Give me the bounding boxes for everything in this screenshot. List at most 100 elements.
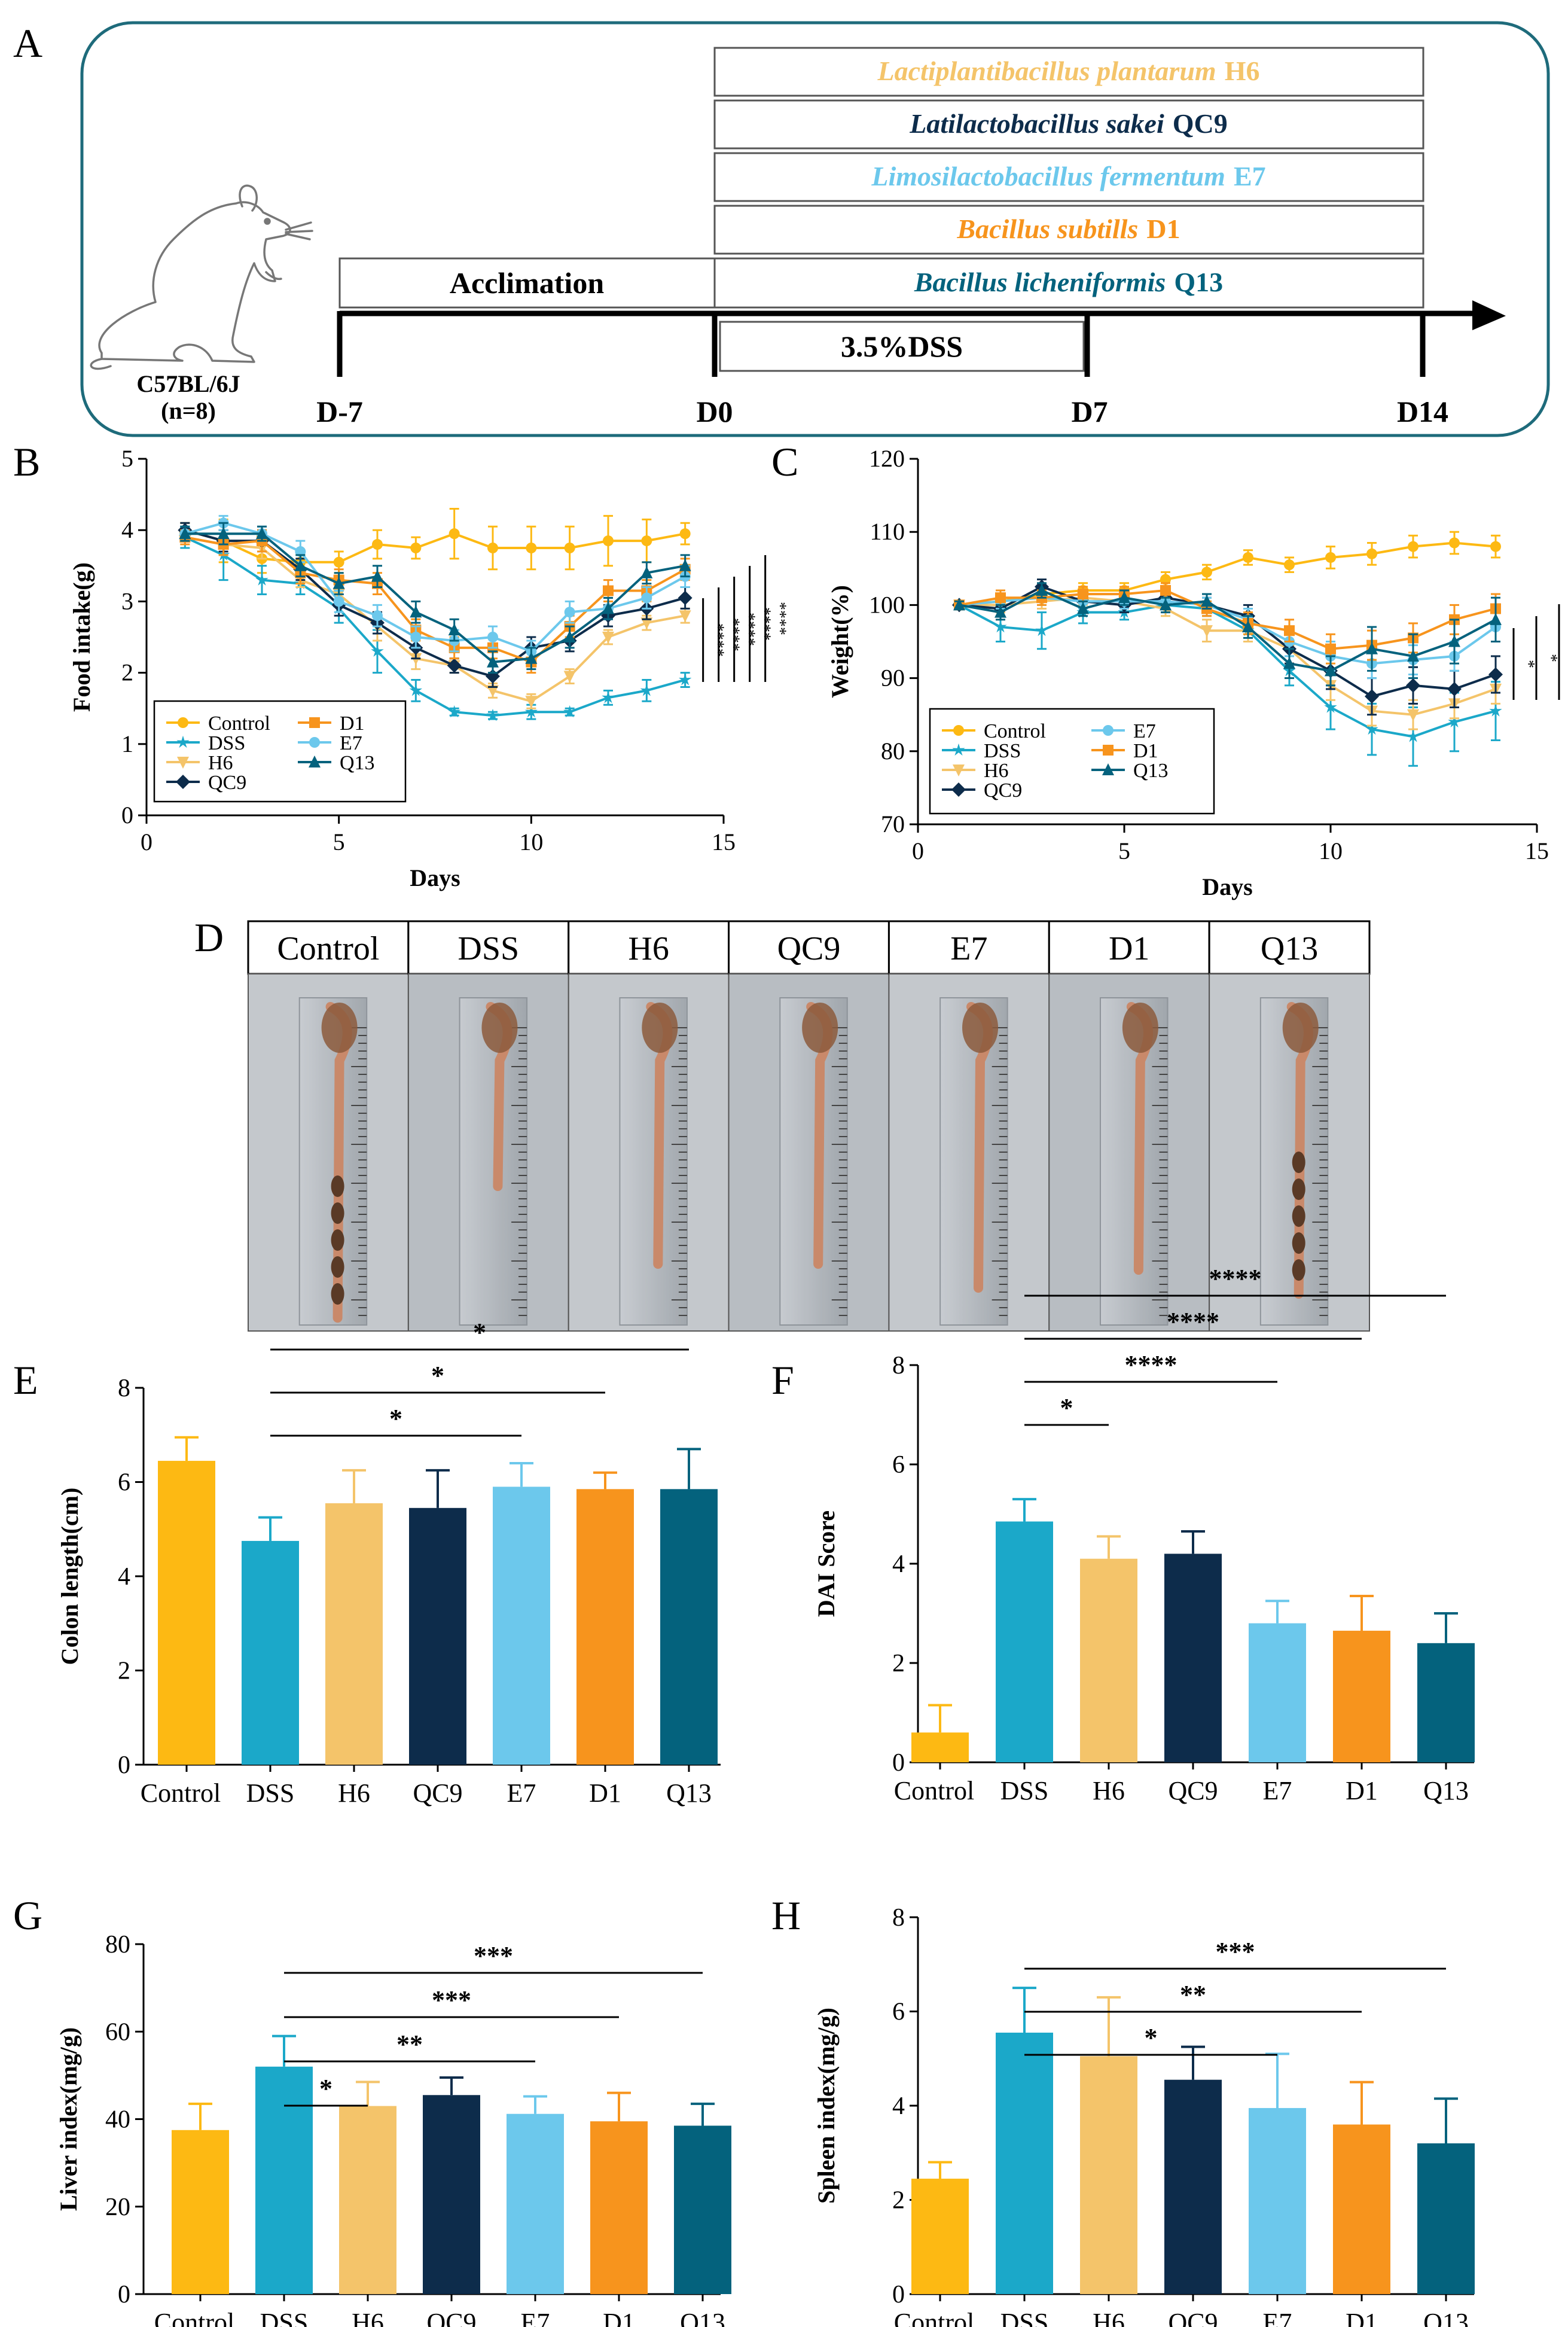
- x-tick-label: E7: [507, 1778, 536, 1808]
- bar-group-h6: H6: [339, 2081, 396, 2327]
- data-point-q13: [1407, 649, 1419, 662]
- significance-label: **: [1180, 1980, 1206, 2009]
- legend-item-h6: H6: [942, 760, 1009, 782]
- data-point-dss: [640, 684, 653, 696]
- bar-group-q13: Q13: [1417, 1612, 1475, 1805]
- data-point-dss: [602, 691, 615, 703]
- bar-h6: [1080, 1558, 1137, 1762]
- fecal-pellet: [1292, 1152, 1305, 1173]
- y-tick-label: 80: [881, 738, 905, 765]
- legend-label: Control: [984, 720, 1046, 742]
- significance-label: *: [1060, 1393, 1073, 1423]
- bar-qc9: [409, 1507, 466, 1765]
- y-tick-label: 110: [870, 518, 905, 545]
- photo-label: Control: [277, 930, 379, 967]
- data-point-q13: [1490, 613, 1502, 625]
- data-point-q13: [1118, 591, 1130, 604]
- data-point-d1: [995, 592, 1006, 604]
- x-tick-label: E7: [1263, 1776, 1292, 1805]
- legend-label: QC9: [208, 772, 246, 794]
- strain-code-e7: E7: [1234, 161, 1266, 191]
- photo-label: QC9: [777, 930, 841, 967]
- x-tick-label: DSS: [1000, 2308, 1049, 2327]
- cecum: [1282, 1003, 1319, 1053]
- data-point-dss: [524, 705, 538, 718]
- bar-dss: [242, 1540, 299, 1765]
- legend-marker: [309, 756, 321, 767]
- panel-g: G 0 20 40 60 80 Liver index(mg/g) Control DSS H6…: [13, 1893, 731, 2327]
- y-tick-label: 8: [892, 1904, 905, 1932]
- bar-e7: [1249, 1623, 1306, 1762]
- y-tick-label: 0: [121, 802, 133, 829]
- data-point-control: [372, 539, 383, 550]
- cecum: [1122, 1003, 1158, 1053]
- data-point-q13: [410, 605, 422, 618]
- strain-genus-qc9: Latilactobacillus sakei: [909, 108, 1164, 139]
- data-point-h6: [487, 685, 499, 698]
- bar-group-e7: E7: [1249, 1600, 1306, 1805]
- x-tick-label: D1: [589, 1778, 621, 1808]
- x-tick-label: Q13: [680, 2308, 725, 2327]
- strain-code-h6: H6: [1225, 56, 1260, 86]
- x-tick-label: H6: [352, 2308, 384, 2327]
- significance-label: *: [431, 1361, 444, 1390]
- legend-item-d1: D1: [1091, 740, 1158, 762]
- data-point-dss: [371, 644, 384, 657]
- data-point-h6: [640, 617, 653, 630]
- significance-label: *: [1542, 654, 1560, 662]
- y-tick-label: 8: [892, 1352, 905, 1379]
- legend-item-dss: DSS: [942, 740, 1021, 762]
- x-tick-label: Control: [154, 2308, 234, 2327]
- photo-header: [568, 920, 730, 975]
- strain-box-d1: Bacillus subtills D1: [713, 205, 1424, 255]
- series-line-h6: [184, 536, 686, 703]
- legend-label: E7: [1133, 720, 1156, 742]
- legend-item-dss: DSS: [166, 732, 245, 754]
- data-point-control: [1201, 566, 1212, 578]
- data-point-d1: [1325, 643, 1336, 654]
- legend-label: Q13: [1133, 760, 1169, 782]
- data-point-h6: [602, 632, 614, 644]
- y-tick-label: 6: [118, 1469, 130, 1497]
- series-line-e7: [959, 596, 1497, 665]
- data-point-h6: [525, 696, 538, 708]
- bar-q13: [1417, 2143, 1475, 2294]
- significance-label: *: [1519, 660, 1538, 668]
- bar-h6: [1080, 2056, 1137, 2294]
- panel-label-g: G: [13, 1893, 42, 1938]
- significance-label: ****: [771, 602, 789, 635]
- legend-item-qc9: QC9: [166, 772, 246, 794]
- timeline-arrow-head: [1472, 300, 1506, 330]
- significance-label: *: [1145, 2023, 1158, 2052]
- panel-label-d: D: [194, 915, 224, 960]
- bar-e7: [493, 1487, 550, 1765]
- strain-code-q13: Q13: [1174, 267, 1223, 297]
- data-point-dss: [679, 673, 692, 686]
- x-tick-label: D1: [1346, 2308, 1378, 2327]
- x-tick-label: DSS: [260, 2308, 309, 2327]
- panel-e: E 0 2 4 6 8 Colon length(cm) Control DSS H6 QC9 E7…: [13, 1318, 721, 1808]
- ruler: [619, 997, 688, 1326]
- y-axis-title: Liver index(mg/g): [55, 2027, 82, 2211]
- x-tick-label: DSS: [1000, 1776, 1049, 1805]
- strain-box-h6: Lactiplantibacillus plantarum H6: [713, 47, 1424, 97]
- panel-label-f: F: [771, 1357, 794, 1403]
- bar-group-h6: H6: [1080, 1996, 1137, 2327]
- bar-control: [911, 2179, 969, 2294]
- liver-index-chart: 0 20 40 60 80 Liver index(mg/g) Control DSS H6 QC…: [55, 1931, 731, 2327]
- colon-photo-grid: Control DSS H6 QC9 E7 D1 Q13: [247, 920, 1371, 1332]
- x-tick-label: 15: [712, 829, 736, 855]
- fecal-pellet: [1292, 1232, 1305, 1254]
- series-line-q13: [959, 589, 1496, 672]
- data-point-control: [603, 535, 614, 547]
- data-point-control: [526, 543, 537, 553]
- bar-e7: [1249, 2107, 1306, 2294]
- data-point-q13: [602, 602, 614, 614]
- x-tick-label: 10: [519, 829, 543, 855]
- y-tick-label: 2: [121, 659, 133, 686]
- bar-dss: [255, 2066, 313, 2294]
- strain-box-e7: Limosilactobacillus fermentum E7: [713, 152, 1424, 202]
